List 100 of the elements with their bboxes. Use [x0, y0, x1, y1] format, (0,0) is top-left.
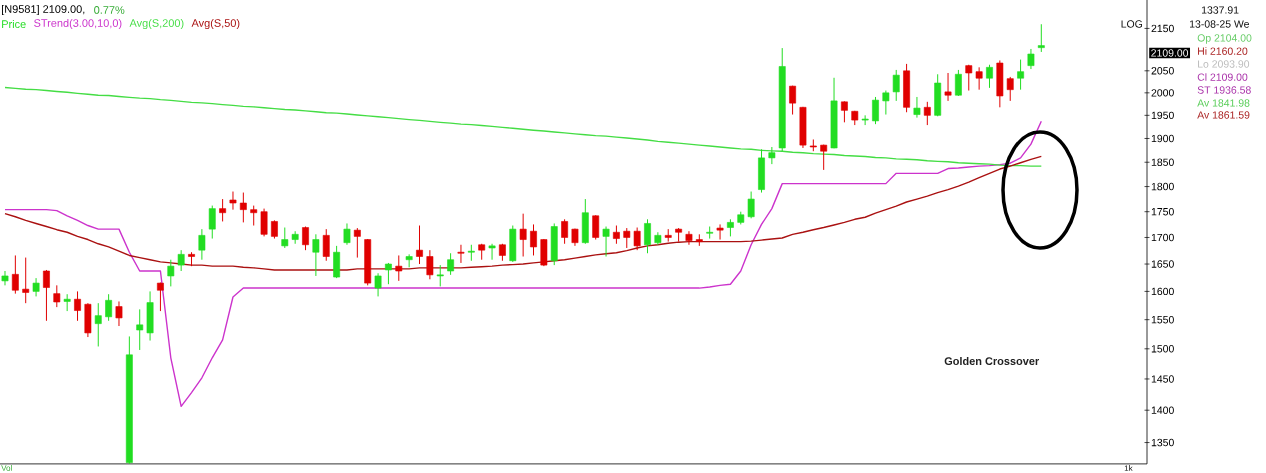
candlestick: [530, 223, 537, 256]
y-tick-label: 1400: [1151, 406, 1174, 414]
text: Av 1841.98: [1197, 99, 1250, 107]
candlestick: [602, 226, 610, 257]
candlestick: [923, 101, 931, 126]
candlestick: [353, 227, 361, 259]
y-tick-label: 1450: [1151, 375, 1174, 383]
candlestick: [613, 225, 620, 245]
candlestick: [343, 222, 351, 246]
candlestick: [43, 269, 50, 322]
candlestick: [633, 227, 641, 251]
candlestick: [447, 252, 455, 276]
candlestick: [882, 90, 890, 116]
candlestick: [623, 227, 631, 249]
candlestick: [322, 228, 330, 262]
candlestick: [965, 64, 973, 92]
text: Cl 2109.00: [1197, 73, 1248, 81]
candlestick: [561, 218, 569, 245]
text: 13-08-25 We: [1190, 20, 1249, 28]
candlestick: [519, 213, 527, 257]
candlestick: [198, 228, 206, 261]
text: Op 2104.00: [1197, 34, 1252, 44]
candlestick: [136, 308, 144, 351]
candlestick: [312, 233, 320, 277]
text: 1337.91: [1202, 6, 1239, 14]
candlestick: [975, 66, 983, 91]
text: Lo 2093.90: [1198, 60, 1250, 68]
candlestick: [374, 272, 382, 297]
candlestick: [281, 227, 289, 249]
candlestick: [892, 69, 900, 102]
candlestick: [592, 214, 600, 241]
candlestick: [22, 257, 30, 304]
text: Price: [2, 19, 26, 29]
y-tick-label: 1850: [1151, 158, 1174, 166]
text: LOG: [1121, 20, 1143, 28]
candlestick: [747, 191, 755, 219]
candlestick: [157, 282, 164, 312]
text: Avg(S,50): [191, 18, 240, 30]
candlestick: [789, 85, 796, 116]
candlestick: [395, 254, 403, 282]
y-tick-label: 1900: [1151, 134, 1174, 143]
candlestick: [260, 208, 268, 237]
candlestick: [644, 218, 651, 254]
text: Hi 2160.20: [1198, 47, 1248, 55]
candlestick: [685, 230, 693, 246]
candlestick: [239, 192, 247, 223]
candlestick: [229, 191, 237, 211]
candlestick: [208, 205, 216, 240]
candlestick: [74, 290, 81, 322]
candlestick: [250, 205, 258, 227]
candlestick: [1, 270, 9, 286]
candlestick: [913, 96, 921, 119]
candlestick: [53, 284, 61, 308]
candlestick: [167, 259, 175, 287]
candlestick: [219, 198, 227, 222]
y-tick-label: 1700: [1151, 233, 1174, 242]
candlestick: [1017, 59, 1024, 91]
candlestick: [986, 64, 993, 89]
candlestick: [820, 144, 828, 171]
candlestick: [94, 302, 102, 347]
y-tick-label: 1750: [1151, 207, 1174, 216]
y-tick-label: 1500: [1151, 345, 1174, 353]
candlestick: [457, 244, 465, 264]
candlestick: [105, 293, 113, 322]
y-tick-label: 2050: [1151, 67, 1174, 75]
candlestick: [861, 114, 869, 126]
candlestick: [1037, 23, 1045, 53]
candlestick: [768, 146, 776, 165]
y-tick-label: 2000: [1151, 89, 1174, 97]
candlestick: [115, 300, 123, 327]
candlestick: [1006, 76, 1014, 102]
candlestick: [716, 223, 724, 241]
y-tick-label: 1650: [1151, 260, 1174, 268]
chart-title: [N9581] 2109.00,: [1, 4, 85, 16]
candlestick: [177, 249, 185, 272]
candlestick: [271, 219, 278, 240]
text: Avg(S,200): [129, 18, 184, 30]
y-tick-label: 1350: [1151, 438, 1174, 447]
y-tick-label: 2150: [1151, 24, 1174, 33]
text: ST 1936.58: [1197, 86, 1251, 94]
candlestick: [944, 72, 952, 102]
candlestick: [11, 254, 19, 295]
candlestick: [32, 277, 40, 297]
chart-subtitle: 0.77%: [94, 6, 125, 14]
y-tick-label: 1800: [1151, 182, 1174, 191]
text: 2109.00: [1151, 49, 1189, 57]
candlestick: [416, 225, 423, 265]
candlestick: [436, 264, 444, 287]
y-tick-label: 1550: [1151, 315, 1174, 324]
candlestick: [841, 100, 848, 123]
candlestick: [426, 249, 434, 280]
candlestick: [488, 243, 496, 261]
candlestick: [872, 96, 879, 125]
y-tick-label: 1600: [1151, 287, 1174, 296]
candlestick: [1027, 48, 1035, 70]
annotation: Golden Crossover: [944, 356, 1040, 366]
candlestick: [954, 69, 962, 97]
y-tick-label: 1950: [1151, 111, 1174, 120]
text: STrend(3.00,10,0): [34, 18, 122, 30]
text: Av 1861.59: [1197, 111, 1250, 119]
